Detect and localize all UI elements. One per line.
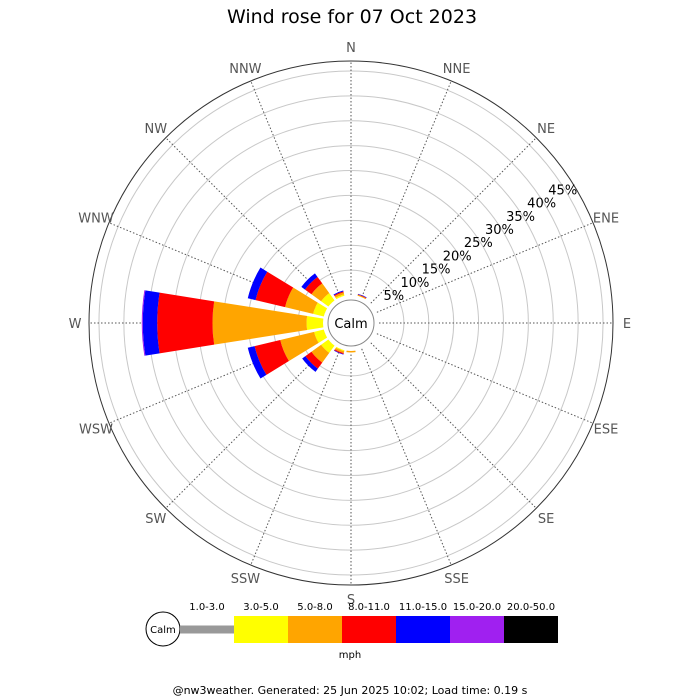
bar-ssw-11.0-15.0 (334, 350, 344, 355)
legend-label-8.0-11.0: 8.0-11.0 (348, 602, 390, 613)
legend-swatch-8.0-11.0 (342, 616, 396, 643)
bar-wsw-5.0-8.0 (280, 331, 319, 362)
bar-sw-8.0-11.0 (305, 351, 323, 369)
bar-nnw-11.0-15.0 (333, 290, 344, 296)
chart-title: Wind rose for 07 Oct 2023 (227, 6, 477, 28)
bar-w-5.0-8.0 (212, 301, 308, 345)
spoke-ssw (250, 348, 341, 566)
legend-label-3.0-5.0: 3.0-5.0 (243, 602, 278, 613)
grid-circle-40pct (123, 95, 579, 551)
bar-nnw-8.0-11.0 (334, 291, 344, 297)
bar-sw-3.0-5.0 (321, 339, 335, 353)
bar-w-15.0-20.0 (141, 290, 146, 356)
spoke-ne (370, 137, 537, 304)
legend-unit-label: mph (339, 650, 361, 661)
bar-nw-5.0-8.0 (311, 283, 330, 302)
legend-label-20.0-50.0: 20.0-50.0 (507, 602, 555, 613)
bar-wnw-8.0-11.0 (255, 271, 294, 308)
radial-tick-label-5pct: 5% (384, 289, 405, 304)
legend-label-5.0-8.0: 5.0-8.0 (297, 602, 332, 613)
legend-swatch-1.0-3.0 (180, 625, 234, 634)
radial-tick-label-15pct: 15% (422, 263, 451, 278)
radial-tick-labels: 5%10%15%20%25%30%35%40%45% (384, 183, 578, 304)
direction-label-nnw: NNW (229, 62, 261, 77)
radial-tick-label-30pct: 30% (485, 223, 514, 238)
bar-nw-11.0-15.0 (301, 273, 318, 290)
legend-calm-label: Calm (150, 625, 176, 636)
spoke-nnw (250, 80, 341, 298)
bar-w-8.0-11.0 (157, 292, 215, 354)
spoke-ese (376, 333, 594, 424)
bar-wnw-11.0-15.0 (247, 267, 268, 301)
direction-label-e: E (623, 317, 631, 332)
footer-text: @nw3weather. Generated: 25 Jun 2025 10:0… (173, 684, 528, 697)
bar-ssw-8.0-11.0 (334, 349, 344, 355)
bar-w-11.0-15.0 (142, 290, 160, 356)
radial-tick-label-35pct: 35% (506, 210, 535, 225)
direction-label-nw: NW (145, 122, 168, 137)
legend-swatch-20.0-50.0 (504, 616, 558, 643)
bar-wsw-3.0-5.0 (314, 329, 328, 343)
bar-nw-8.0-11.0 (304, 276, 323, 295)
bar-sw-5.0-8.0 (311, 344, 330, 363)
direction-label-ene: ENE (593, 211, 619, 226)
speed-legend: Calm 1.0-3.0 3.0-5.0 5.0-8.0 8.0-11.0 11.0-1… (145, 602, 558, 661)
radial-tick-label-20pct: 20% (443, 249, 472, 264)
bar-ssw-3.0-5.0 (335, 346, 345, 352)
bar-nnw-5.0-8.0 (334, 292, 345, 298)
legend-label-15.0-20.0: 15.0-20.0 (453, 602, 501, 613)
legend-swatch-5.0-8.0 (288, 616, 342, 643)
bar-nne-11.0-15.0 (357, 293, 367, 298)
spoke-nw (165, 137, 332, 304)
direction-label-ssw: SSW (231, 572, 261, 587)
radial-tick-label-40pct: 40% (527, 197, 556, 212)
legend-label-1.0-3.0: 1.0-3.0 (189, 602, 224, 613)
bar-ssw-5.0-8.0 (334, 347, 345, 354)
bar-nne-8.0-11.0 (357, 294, 367, 299)
rose-bars (141, 267, 367, 379)
direction-label-se: SE (538, 512, 554, 527)
radial-tick-label-10pct: 10% (401, 276, 430, 291)
spoke-ene (376, 222, 594, 313)
calm-circle-shape (327, 299, 375, 347)
direction-label-wnw: WNW (78, 211, 114, 226)
bar-w-3.0-5.0 (306, 316, 324, 330)
bar-nnw-3.0-5.0 (335, 294, 345, 300)
bar-nne-5.0-8.0 (357, 294, 367, 300)
direction-label-sse: SSE (444, 572, 469, 587)
bar-sw-11.0-15.0 (302, 356, 318, 372)
bar-wsw-8.0-11.0 (254, 339, 289, 375)
direction-label-nne: NNE (443, 62, 471, 77)
spoke-nne (361, 80, 452, 298)
calm-label: Calm (334, 317, 367, 332)
direction-label-sw: SW (145, 512, 166, 527)
direction-label-s: S (347, 593, 355, 608)
calm-circle: Calm (327, 299, 375, 347)
spoke-sw (165, 342, 332, 509)
radial-tick-label-45pct: 45% (548, 183, 577, 198)
direction-label-w: W (69, 317, 82, 332)
direction-label-ne: NE (537, 122, 555, 137)
direction-label-ese: ESE (594, 423, 619, 438)
bar-wsw-11.0-15.0 (247, 346, 267, 379)
direction-labels: N NNE NE ENE E ESE SE SSE S SSW SW WSW W WNW NW NNW (69, 41, 632, 608)
legend-swatch-11.0-15.0 (396, 616, 450, 643)
radial-tick-label-25pct: 25% (464, 236, 493, 251)
spoke-sse (361, 348, 452, 566)
legend-label-11.0-15.0: 11.0-15.0 (399, 602, 447, 613)
bar-nw-3.0-5.0 (321, 293, 335, 307)
spoke-se (370, 342, 537, 509)
bar-s-5.0-8.0 (346, 350, 356, 353)
bar-wnw-3.0-5.0 (313, 302, 328, 317)
direction-label-n: N (346, 41, 356, 56)
legend-swatch-15.0-20.0 (450, 616, 504, 643)
bar-wnw-5.0-8.0 (285, 287, 318, 314)
outer-ring (88, 60, 614, 586)
direction-label-wsw: WSW (79, 423, 113, 438)
legend-swatch-3.0-5.0 (234, 616, 288, 643)
